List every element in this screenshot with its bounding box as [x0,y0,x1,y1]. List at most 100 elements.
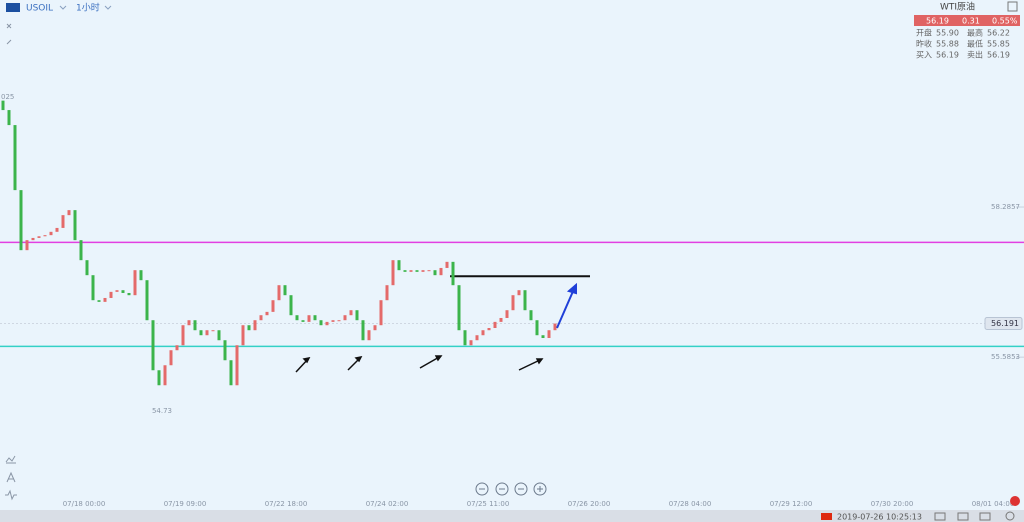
candle-body [19,190,23,251]
x-tick-label: 07/18 00:00 [63,500,106,508]
candle-body [271,300,275,312]
quote-cell: 56.19 [987,51,1010,60]
candle-body [199,330,203,336]
candle-body [397,260,401,271]
candle-body [181,325,185,346]
candle-body [223,340,227,361]
candle-body [301,320,305,322]
x-tick-label: 07/29 12:00 [770,500,813,508]
candle-body [79,240,83,261]
x-tick-label: 08/01 04:00 [972,500,1015,508]
candle-body [553,323,557,331]
quote-cell: 买入 [916,51,932,60]
x-tick-label: 07/22 18:00 [265,500,308,508]
candle-body [379,300,383,326]
x-tick-label: 07/25 11:00 [467,500,510,508]
candle-body [151,320,155,371]
candle-body [289,295,293,316]
candle-body [421,270,425,272]
flag [821,513,832,520]
candle-body [325,321,329,326]
candle-body [523,290,527,311]
quote-price: 56.19 [926,17,949,26]
status-time: 2019-07-26 10:25:13 [837,513,922,522]
candle-body [505,310,509,318]
candle-body [43,235,47,237]
candle-body [217,330,221,341]
candle-body [499,317,503,322]
candle-body [109,291,113,298]
candle-body [55,227,59,232]
candle-body [481,330,485,336]
candle-body [49,231,53,236]
candle-body [235,345,239,386]
candle-body [337,320,341,322]
candle-body [319,320,323,326]
candle-body [433,270,437,276]
tool-icons[interactable] [6,23,12,45]
candle-body [1,100,5,111]
candle-body [145,280,149,321]
candle-body [97,300,101,302]
quote-name: WTI原油 [940,1,975,13]
candle-body [31,237,35,241]
last-price-label: 56.191 [991,319,1019,328]
candle-body [193,320,197,331]
candle-body [175,345,179,351]
status-icons[interactable] [934,511,1015,521]
alert-icon[interactable] [1010,496,1020,506]
candle-body [187,320,191,326]
candle-body [469,340,473,346]
candle-body [85,260,89,276]
candle-body [367,330,371,341]
annotation-arrows [295,355,544,373]
y-tick-label: 55.5853 [991,353,1020,361]
candle-body [463,330,467,346]
x-tick-label: 07/30 20:00 [871,500,914,508]
zoom-controls[interactable] [475,482,547,496]
quote-cell: 昨收 [916,39,932,49]
candle-body [139,270,143,281]
low-label: 54.73 [152,407,172,415]
candle-body [487,327,491,331]
candle-body [511,295,515,311]
candle-body [427,270,431,272]
y-tick-label: 58.2857 [991,203,1020,211]
symbol[interactable]: USOIL [26,4,53,14]
candle-body [445,261,449,268]
quote-cell: 最低 [967,39,983,49]
candle-body [103,297,107,302]
quote-cell: 55.90 [936,29,959,38]
candle-body [127,292,131,296]
candle-body [373,325,377,331]
candle-body [403,270,407,272]
panel-toggle[interactable] [1007,1,1018,12]
candle-body [91,275,95,301]
candle-body [349,310,353,316]
x-tick-label: 07/26 20:00 [568,500,611,508]
x-tick-label: 07/19 09:00 [164,500,207,508]
left-toolbar[interactable] [5,455,17,501]
x-tick-label: 07/28 04:00 [669,500,712,508]
quote-cell: 卖出 [967,50,983,60]
candle-body [265,311,269,316]
candle-body [529,310,533,321]
candle-body [61,215,65,228]
candle-body [541,335,545,339]
x-tick-label: 07/24 02:00 [366,500,409,508]
candle-body [385,285,389,301]
interval[interactable]: 1小时 [76,2,100,14]
candle-body [121,290,125,293]
quote-cell: 55.88 [936,40,959,49]
quote-rows: 开盘 55.90 最高 56.22 昨收 55.88 最低 55.85 买入 56.19 卖出 56.… [916,28,1010,60]
candle-body [13,125,17,191]
candle-body [283,285,287,296]
candle-body [343,315,347,321]
quote-bar [914,15,1020,26]
candle-body [439,267,443,276]
candle-body [277,285,281,301]
candle-body [253,320,257,331]
candle-body [517,290,521,296]
candle-body [415,270,419,272]
